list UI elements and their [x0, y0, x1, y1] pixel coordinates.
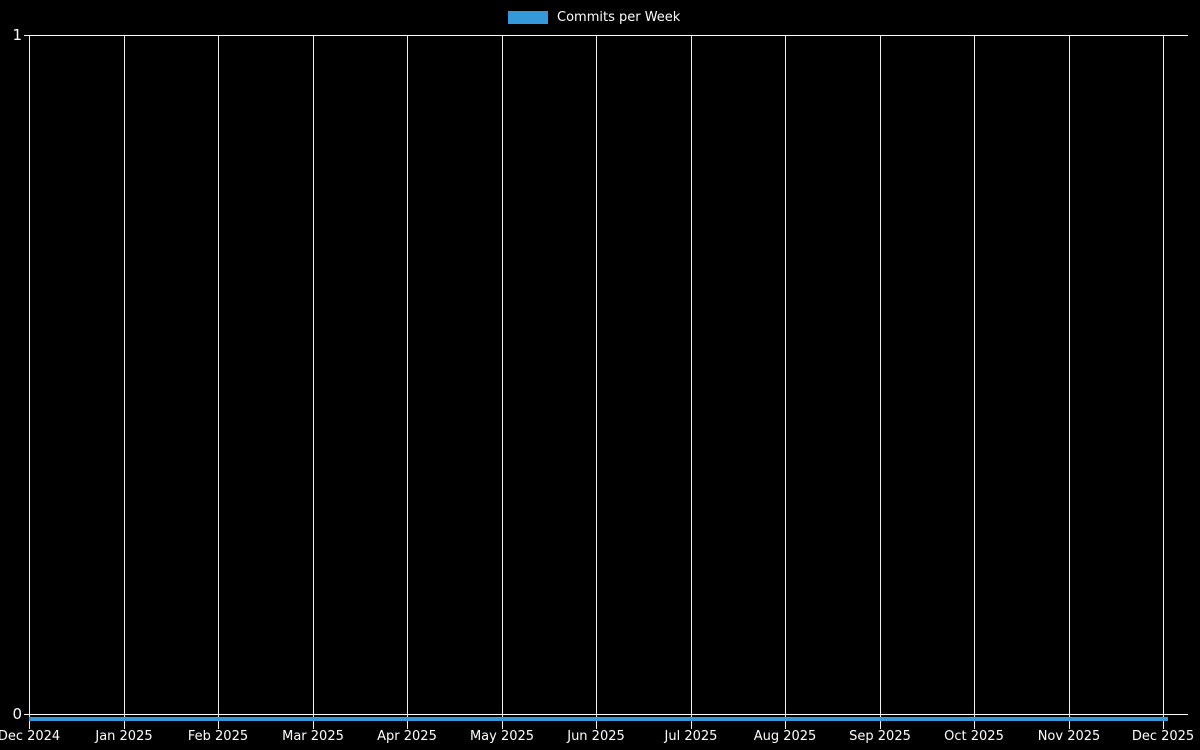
x-axis-label-7: Jul 2025 [664, 729, 718, 744]
x-axis-label-10: Oct 2025 [944, 729, 1004, 744]
chart-legend: Commits per Week [508, 6, 680, 28]
x-axis-label-11: Nov 2025 [1037, 729, 1101, 744]
y-tick-mark-0 [24, 714, 29, 715]
gridline-0 [29, 36, 30, 729]
x-axis-label-8: Aug 2025 [753, 729, 817, 744]
gridline-10 [974, 36, 975, 729]
x-axis-label-3: Mar 2025 [282, 729, 344, 744]
x-axis-label-6: Jun 2025 [567, 729, 625, 744]
gridline-7 [691, 36, 692, 729]
legend-swatch-commits-per-week[interactable] [508, 10, 548, 24]
gridline-6 [596, 36, 597, 729]
gridline-1 [124, 36, 125, 729]
x-axis-label-12: Dec 2025 [1131, 729, 1195, 744]
x-axis-label-4: Apr 2025 [377, 729, 437, 744]
gridline-5 [502, 36, 503, 729]
series-line-commits-per-week [29, 717, 1168, 721]
gridline-2 [218, 36, 219, 729]
x-axis-label-0: Dec 2024 [0, 729, 61, 744]
x-axis-label-5: May 2025 [469, 729, 535, 744]
y-axis-label-1: 1 [12, 26, 22, 44]
gridline-3 [313, 36, 314, 729]
axis-line-top [29, 35, 1188, 36]
y-axis-label-0: 0 [12, 705, 22, 723]
x-axis-label-2: Feb 2025 [187, 729, 249, 744]
legend-label-commits-per-week: Commits per Week [557, 9, 681, 25]
gridline-11 [1069, 36, 1070, 729]
gridline-4 [407, 36, 408, 729]
gridline-9 [880, 36, 881, 729]
x-axis-label-9: Sep 2025 [849, 729, 911, 744]
axis-line-bottom [29, 714, 1188, 715]
x-axis-label-1: Jan 2025 [95, 729, 153, 744]
y-tick-mark-1 [24, 35, 29, 36]
gridline-12 [1163, 36, 1164, 729]
gridline-8 [785, 36, 786, 729]
